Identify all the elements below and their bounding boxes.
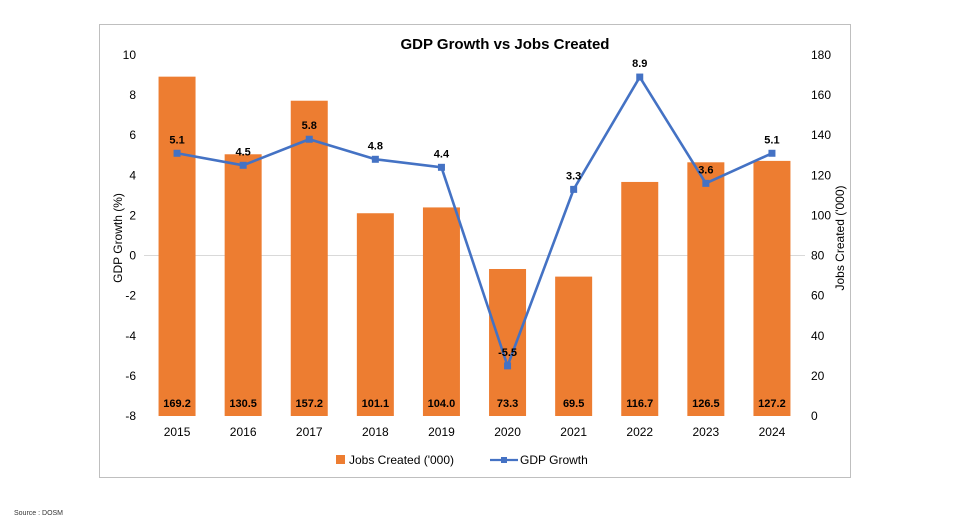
y-left-tick-8: 8 bbox=[129, 88, 136, 102]
bar-label-2018: 101.1 bbox=[362, 398, 390, 410]
y-right-tick-80: 80 bbox=[811, 249, 825, 263]
y-left-tick--2: -2 bbox=[125, 289, 136, 303]
x-tick-2022: 2022 bbox=[626, 425, 653, 439]
x-tick-2020: 2020 bbox=[494, 425, 521, 439]
x-tick-2018: 2018 bbox=[362, 425, 389, 439]
gdp-marker-2023 bbox=[702, 179, 710, 187]
y-right-tick-180: 180 bbox=[811, 48, 831, 62]
bar-2015 bbox=[158, 76, 196, 416]
gdp-marker-2021 bbox=[570, 185, 578, 193]
x-tick-2021: 2021 bbox=[560, 425, 587, 439]
source-note: Source : DOSM bbox=[14, 510, 64, 517]
gdp-growth-line bbox=[176, 75, 773, 368]
legend-bar-swatch bbox=[336, 455, 345, 464]
gdp-marker-2024 bbox=[768, 149, 776, 157]
bar-2024 bbox=[753, 160, 791, 416]
y-right-tick-140: 140 bbox=[811, 128, 831, 142]
gdp-label-2016: 4.5 bbox=[236, 146, 251, 158]
bar-label-2024: 127.2 bbox=[758, 398, 786, 410]
line-layer bbox=[173, 73, 776, 370]
y-left-tick-6: 6 bbox=[129, 128, 136, 142]
bar-2018 bbox=[356, 213, 394, 416]
gdp-marker-2017 bbox=[305, 135, 313, 143]
y-right-tick-100: 100 bbox=[811, 208, 831, 222]
x-tick-2015: 2015 bbox=[164, 425, 191, 439]
bar-label-2020: 73.3 bbox=[497, 398, 518, 410]
bar-label-2023: 126.5 bbox=[692, 398, 720, 410]
gdp-label-2021: 3.3 bbox=[566, 170, 581, 182]
y-right-tick-120: 120 bbox=[811, 168, 831, 182]
y-left-axis-title: GDP Growth (%) bbox=[111, 193, 125, 283]
bar-2021 bbox=[555, 276, 593, 416]
x-tick-2016: 2016 bbox=[230, 425, 257, 439]
gdp-marker-2019 bbox=[437, 163, 445, 171]
bar-2016 bbox=[224, 154, 262, 416]
x-tick-2024: 2024 bbox=[759, 425, 786, 439]
chart: GDP Growth vs Jobs Created GDP Growth (%… bbox=[111, 36, 847, 467]
bar-2017 bbox=[290, 100, 328, 416]
gdp-label-2020: -5.5 bbox=[498, 347, 517, 359]
bar-label-2016: 130.5 bbox=[229, 398, 257, 410]
gdp-label-2024: 5.1 bbox=[764, 134, 779, 146]
x-tick-2019: 2019 bbox=[428, 425, 455, 439]
y-left-tick--6: -6 bbox=[125, 369, 136, 383]
gdp-marker-2015 bbox=[173, 149, 181, 157]
bar-2020 bbox=[489, 268, 527, 416]
bar-label-2017: 157.2 bbox=[295, 398, 323, 410]
bar-2023 bbox=[687, 162, 725, 416]
gdp-marker-2018 bbox=[371, 155, 379, 163]
axes-layer: -8-6-4-202468100204060801001201401601802… bbox=[123, 48, 832, 439]
y-left-tick--8: -8 bbox=[125, 409, 136, 423]
x-tick-2023: 2023 bbox=[692, 425, 719, 439]
chart-title: GDP Growth vs Jobs Created bbox=[401, 36, 610, 53]
legend: Jobs Created ('000) GDP Growth bbox=[336, 453, 588, 467]
gdp-label-2018: 4.8 bbox=[368, 140, 383, 152]
legend-line-label: GDP Growth bbox=[520, 453, 588, 467]
legend-line-marker bbox=[501, 457, 507, 463]
bar-2019 bbox=[422, 207, 460, 416]
bar-2022 bbox=[621, 181, 659, 416]
y-left-tick-4: 4 bbox=[129, 168, 136, 182]
labels-layer: 169.2 130.5 157.2 101.1 104.0 73.3 69.5 116.7 12… bbox=[163, 58, 785, 410]
gdp-label-2022: 8.9 bbox=[632, 58, 647, 70]
bar-label-2019: 104.0 bbox=[428, 398, 456, 410]
y-left-tick-10: 10 bbox=[123, 48, 137, 62]
legend-bar-label: Jobs Created ('000) bbox=[349, 453, 454, 467]
gdp-marker-2022 bbox=[636, 73, 644, 81]
y-right-tick-160: 160 bbox=[811, 88, 831, 102]
bar-label-2022: 116.7 bbox=[626, 398, 653, 410]
gdp-label-2019: 4.4 bbox=[434, 148, 450, 160]
gdp-marker-2016 bbox=[239, 161, 247, 169]
bar-label-2015: 169.2 bbox=[163, 398, 191, 410]
y-left-tick-0: 0 bbox=[129, 249, 136, 263]
gdp-marker-2020 bbox=[504, 362, 512, 370]
y-right-tick-0: 0 bbox=[811, 409, 818, 423]
bar-label-2021: 69.5 bbox=[563, 398, 584, 410]
gdp-label-2017: 5.8 bbox=[302, 120, 317, 132]
y-left-tick-2: 2 bbox=[129, 208, 136, 222]
y-left-tick--4: -4 bbox=[125, 329, 136, 343]
y-right-tick-20: 20 bbox=[811, 369, 825, 383]
x-tick-2017: 2017 bbox=[296, 425, 323, 439]
gdp-label-2015: 5.1 bbox=[169, 134, 184, 146]
chart-frame: GDP Growth vs Jobs Created GDP Growth (%… bbox=[99, 24, 851, 478]
y-right-axis-title: Jobs Created ('000) bbox=[833, 185, 847, 290]
y-right-tick-40: 40 bbox=[811, 329, 825, 343]
gdp-label-2023: 3.6 bbox=[698, 164, 713, 176]
y-right-tick-60: 60 bbox=[811, 289, 825, 303]
bars-layer bbox=[158, 76, 791, 416]
